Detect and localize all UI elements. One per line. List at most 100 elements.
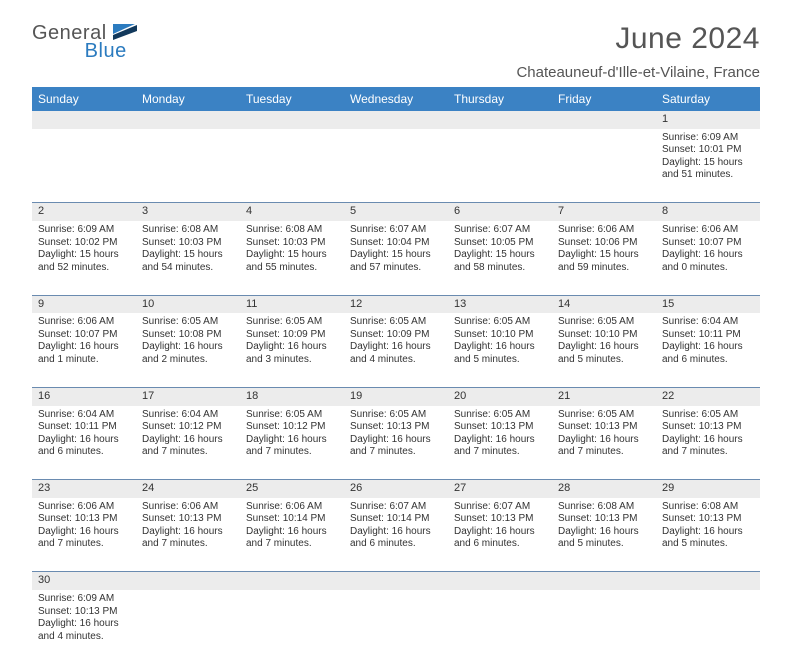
day-number: 19: [344, 387, 448, 405]
week-row: Sunrise: 6:06 AM Sunset: 10:13 PM Daylight…: [32, 498, 760, 572]
day1-text: Daylight: 15 hours: [454, 249, 546, 262]
sunset-text: Sunset: 10:13 PM: [662, 513, 754, 526]
day-number: [448, 111, 552, 129]
day-cell: Sunrise: 6:07 AMSunset: 10:04 PMDaylight…: [344, 221, 448, 295]
sunset-text: Sunset: 10:13 PM: [454, 513, 546, 526]
day-cell: Sunrise: 6:07 AMSunset: 10:13 PMDaylight…: [448, 498, 552, 572]
sunset-text: Sunset: 10:04 PM: [350, 237, 442, 250]
day2-text: and 55 minutes.: [246, 262, 338, 275]
day-number: 5: [344, 203, 448, 221]
sunrise-text: Sunrise: 6:08 AM: [142, 224, 234, 237]
sunset-text: Sunset: 10:07 PM: [662, 237, 754, 250]
daynum-row: 23242526272829: [32, 480, 760, 498]
sunrise-text: Sunrise: 6:05 AM: [350, 409, 442, 422]
day1-text: Daylight: 15 hours: [558, 249, 650, 262]
sunrise-text: Sunrise: 6:06 AM: [246, 501, 338, 514]
day-cell: [136, 129, 240, 203]
day-cell: Sunrise: 6:05 AMSunset: 10:09 PMDaylight…: [240, 313, 344, 387]
sunset-text: Sunset: 10:09 PM: [350, 329, 442, 342]
day-cell: [240, 129, 344, 203]
sunrise-text: Sunrise: 6:05 AM: [350, 316, 442, 329]
week-row: Sunrise: 6:04 AMSunset: 10:11 PMDaylight…: [32, 406, 760, 480]
sunrise-text: Sunrise: 6:05 AM: [558, 316, 650, 329]
day1-text: Daylight: 16 hours: [142, 434, 234, 447]
week-row: Sunrise: 6:09 AMSunset: 10:13 PMDaylight…: [32, 590, 760, 664]
day2-text: and 6 minutes.: [454, 538, 546, 551]
day-cell: Sunrise: 6:09 AMSunset: 10:01 PMDaylight…: [656, 129, 760, 203]
day2-text: and 1 minute.: [38, 354, 130, 367]
sunset-text: Sunset: 10:05 PM: [454, 237, 546, 250]
header: General Blue June 2024 Chateauneuf-d'Ill…: [32, 22, 760, 81]
day-cell: Sunrise: 6:04 AMSunset: 10:11 PMDaylight…: [32, 406, 136, 480]
weekday-header: Friday: [552, 87, 656, 111]
sunrise-text: Sunrise: 6:06 AM: [38, 316, 130, 329]
day2-text: and 3 minutes.: [246, 354, 338, 367]
day1-text: Daylight: 16 hours: [142, 526, 234, 539]
day-cell: [552, 129, 656, 203]
sunset-text: Sunset: 10:07 PM: [38, 329, 130, 342]
day2-text: and 5 minutes.: [454, 354, 546, 367]
sunrise-text: Sunrise: 6:06 AM: [558, 224, 650, 237]
day1-text: Daylight: 16 hours: [350, 526, 442, 539]
day2-text: and 7 minutes.: [142, 538, 234, 551]
day2-text: and 5 minutes.: [662, 538, 754, 551]
day1-text: Daylight: 16 hours: [38, 526, 130, 539]
weekday-header: Saturday: [656, 87, 760, 111]
day-cell: Sunrise: 6:05 AMSunset: 10:13 PMDaylight…: [656, 406, 760, 480]
sunrise-text: Sunrise: 6:08 AM: [558, 501, 650, 514]
sunset-text: Sunset: 10:13 PM: [558, 513, 650, 526]
day-cell: Sunrise: 6:06 AMSunset: 10:07 PMDaylight…: [32, 313, 136, 387]
sunset-text: Sunset: 10:14 PM: [350, 513, 442, 526]
week-row: Sunrise: 6:09 AMSunset: 10:01 PMDaylight…: [32, 129, 760, 203]
sunset-text: Sunset: 10:13 PM: [558, 421, 650, 434]
day-cell: Sunrise: 6:08 AMSunset: 10:13 PMDaylight…: [552, 498, 656, 572]
day-number: 23: [32, 480, 136, 498]
weekday-header: Thursday: [448, 87, 552, 111]
day-number: 4: [240, 203, 344, 221]
sunrise-text: Sunrise: 6:05 AM: [558, 409, 650, 422]
day-cell: Sunrise: 6:06 AMSunset: 10:06 PMDaylight…: [552, 221, 656, 295]
day-number: 17: [136, 387, 240, 405]
day-number: [344, 572, 448, 590]
sunrise-text: Sunrise: 6:05 AM: [246, 316, 338, 329]
day-cell: [344, 129, 448, 203]
day-number: [344, 111, 448, 129]
day1-text: Daylight: 15 hours: [662, 157, 754, 170]
sunset-text: Sunset: 10:11 PM: [38, 421, 130, 434]
day-cell: Sunrise: 6:08 AMSunset: 10:03 PMDaylight…: [136, 221, 240, 295]
day1-text: Daylight: 15 hours: [246, 249, 338, 262]
flag-icon: [113, 24, 137, 40]
day1-text: Daylight: 16 hours: [246, 526, 338, 539]
day1-text: Daylight: 16 hours: [662, 434, 754, 447]
day2-text: and 7 minutes.: [350, 446, 442, 459]
day-number: [448, 572, 552, 590]
sunrise-text: Sunrise: 6:04 AM: [142, 409, 234, 422]
sunrise-text: Sunrise: 6:07 AM: [350, 224, 442, 237]
day-cell: Sunrise: 6:05 AMSunset: 10:08 PMDaylight…: [136, 313, 240, 387]
day2-text: and 59 minutes.: [558, 262, 650, 275]
day2-text: and 7 minutes.: [38, 538, 130, 551]
day2-text: and 5 minutes.: [558, 538, 650, 551]
day-cell: Sunrise: 6:08 AMSunset: 10:13 PMDaylight…: [656, 498, 760, 572]
sunrise-text: Sunrise: 6:05 AM: [454, 316, 546, 329]
day-cell: Sunrise: 6:06 AMSunset: 10:07 PMDaylight…: [656, 221, 760, 295]
sunrise-text: Sunrise: 6:06 AM: [142, 501, 234, 514]
sunset-text: Sunset: 10:14 PM: [246, 513, 338, 526]
sunrise-text: Sunrise: 6:04 AM: [38, 409, 130, 422]
day-cell: Sunrise: 6:07 AMSunset: 10:05 PMDaylight…: [448, 221, 552, 295]
brand-text-blue: Blue: [85, 40, 127, 63]
day-cell: Sunrise: 6:05 AMSunset: 10:12 PMDaylight…: [240, 406, 344, 480]
day-cell: Sunrise: 6:04 AMSunset: 10:12 PMDaylight…: [136, 406, 240, 480]
day-number: 28: [552, 480, 656, 498]
day-cell: Sunrise: 6:09 AMSunset: 10:13 PMDaylight…: [32, 590, 136, 664]
day-number: 3: [136, 203, 240, 221]
day1-text: Daylight: 15 hours: [350, 249, 442, 262]
day-number: 25: [240, 480, 344, 498]
day-number: 6: [448, 203, 552, 221]
day1-text: Daylight: 16 hours: [662, 249, 754, 262]
day1-text: Daylight: 16 hours: [246, 434, 338, 447]
day-cell: [552, 590, 656, 664]
day-number: [552, 111, 656, 129]
day2-text: and 54 minutes.: [142, 262, 234, 275]
daynum-row: 2345678: [32, 203, 760, 221]
